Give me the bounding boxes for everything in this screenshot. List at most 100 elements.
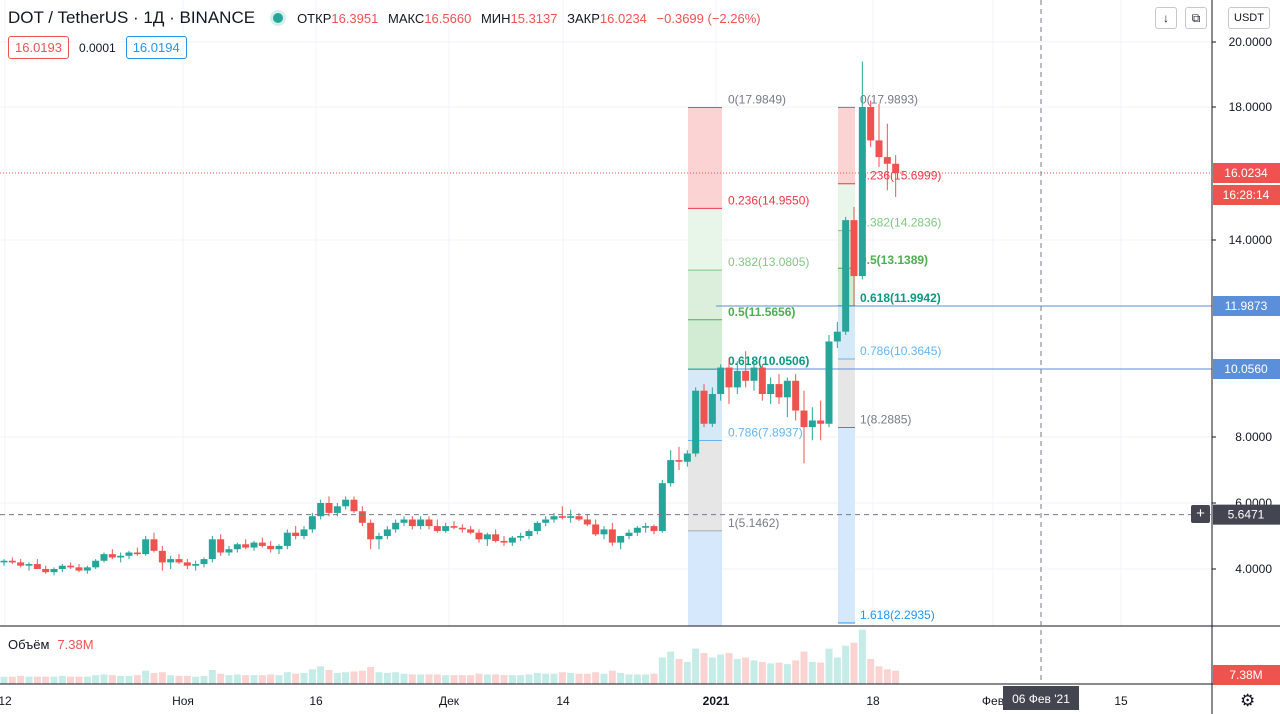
candle-body [558,516,566,518]
fib-label: 0.236(14.9550) [728,193,809,207]
volume-bar [742,657,750,684]
volume-bar [267,674,275,684]
volume-bar [0,676,8,684]
level-badge-bg [1213,296,1280,316]
volume-bar [325,670,333,684]
candle-body [642,526,650,528]
volume-bar [25,676,33,684]
candle-body [592,524,600,535]
volume-bar [292,673,300,684]
candle-body [50,569,58,573]
candle-body [433,526,441,532]
low-label: МИН [480,10,511,26]
candle-body [733,370,741,388]
low-value: 15.3137 [510,10,558,26]
volume-bar [417,674,425,684]
expand-icon[interactable]: ⧉ [1185,7,1207,29]
candle-body [867,107,875,141]
candle-body [417,519,425,527]
volume-bar [17,675,25,684]
volume-bar [850,642,858,684]
horizontal-levels[interactable] [0,172,1212,370]
volume-bar [817,662,825,684]
volume-bar [442,675,450,684]
volume-bar [475,673,483,684]
volume-bar [800,651,808,684]
candle-body [675,460,683,462]
volume-bar [175,675,183,684]
volume-bar [258,675,266,684]
volume-bar [133,675,141,684]
close-label: ЗАКР [567,10,600,26]
candle-body [17,562,25,566]
volume-bar [142,670,150,684]
level-badge: 10.0560 [1224,362,1268,376]
candle-body [33,564,41,569]
volume-bar [158,672,166,684]
arrow-down-icon[interactable]: ↓ [1155,7,1177,29]
volume-badge-bg [1213,665,1280,685]
buy-button[interactable]: 16.0194 [125,36,187,59]
volume-badge: 7.38M [1229,668,1262,682]
chart-grid [0,0,1212,626]
volume-bar [808,661,816,684]
add-alert-button[interactable]: + [1191,505,1210,523]
volume-bar [775,662,783,684]
candle-body [667,460,675,484]
volume-bar [683,661,691,684]
candle-body [658,483,666,532]
price-tick-label: 8.0000 [1235,430,1272,444]
candle-body [325,503,333,513]
fibonacci-retracements[interactable]: 0(17.9849) 0.236(14.9550) 0.382(13.0805) 0.… [688,92,941,626]
candle-body [275,545,283,550]
volume-bar [583,673,591,684]
currency-button[interactable]: USDT [1228,7,1270,29]
volume-bar [550,673,558,684]
volume-bar [658,657,666,684]
candle-body [167,559,175,563]
volume-bar [92,675,100,684]
volume-bar [667,651,675,684]
fib-zone [688,319,722,370]
time-tick-label: Ноя [172,694,194,708]
candle-body [533,522,541,532]
candle-body [133,552,141,555]
candle-body [283,532,291,546]
volume-bar [467,675,475,684]
volume-bar [783,664,791,684]
gear-icon[interactable]: ⚙ [1240,691,1256,710]
candle-body [550,516,558,520]
volume-bar [600,673,608,684]
candle-body [0,560,8,563]
candle-body [775,384,783,398]
candle-body [850,220,858,277]
volume-bar [892,670,900,684]
fib-zone [838,358,855,428]
volume-bar [842,645,850,684]
candle-body [883,157,891,164]
volume-bar [592,672,600,684]
candle-body [267,545,275,550]
fib-zone [838,427,855,624]
fib-label: 0.382(14.2836) [860,216,941,230]
sell-button[interactable]: 16.0193 [8,36,69,59]
volume-bar [117,675,125,684]
candle-body [767,384,775,395]
volume-bar [58,675,66,684]
candle-body [608,529,616,543]
time-tick-label: Фев [982,694,1004,708]
candle-body [333,506,341,513]
candle-body [617,536,625,543]
fib-zone [688,531,722,626]
volume-bar [633,674,641,684]
time-tick-label: 15 [1114,694,1128,708]
candle-body [475,532,483,540]
candle-body [217,539,225,553]
fib-zone [688,208,722,271]
candle-body [192,564,200,566]
volume-bar [100,674,108,684]
fib-label: 0.786(10.3645) [860,344,941,358]
candle-body [517,536,525,538]
symbol-title[interactable]: DOT / TetherUS · 1Д · BINANCE [8,8,256,27]
